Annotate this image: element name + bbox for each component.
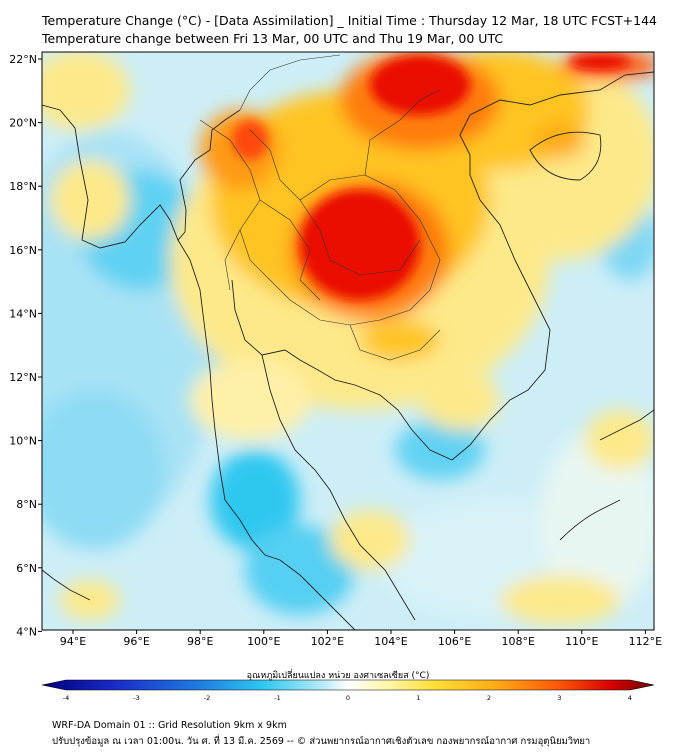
lon-label: 112°E (629, 635, 662, 648)
lon-label: 96°E (123, 635, 149, 648)
lon-label: 106°E (438, 635, 471, 648)
temperature-field (42, 52, 654, 630)
colorbar-tick-label: 2 (487, 694, 491, 702)
lat-label: 14°N (9, 307, 37, 320)
colorbar-tick-label: 4 (628, 694, 632, 702)
lat-label: 20°N (9, 117, 37, 130)
lon-label: 102°E (311, 635, 344, 648)
colorbar-tick-label: 3 (557, 694, 561, 702)
colorbar-tick-label: -3 (133, 694, 139, 702)
lat-label: 8°N (16, 498, 37, 511)
lat-label: 18°N (9, 180, 37, 193)
lon-label: 108°E (501, 635, 534, 648)
lon-label: 110°E (565, 635, 598, 648)
title-line-1: Temperature Change (°C) - [Data Assimila… (42, 13, 657, 28)
map-frame (41, 51, 655, 631)
colorbar-ticks: -4 -3 -2 -1 0 1 2 3 4 (63, 694, 632, 702)
colorbar-title: อุณหภูมิเปลี่ยนแปลง หน่วย องศาเซลเซียส (… (246, 671, 430, 681)
lon-label: 104°E (374, 635, 407, 648)
colorbar-tick-label: -2 (204, 694, 210, 702)
footer-line-1: WRF-DA Domain 01 :: Grid Resolution 9km … (52, 720, 287, 731)
colorbar-tick-label: 1 (416, 694, 420, 702)
lon-label: 94°E (60, 635, 86, 648)
colorbar-tick-label: -4 (63, 694, 69, 702)
colorbar-bar (41, 679, 655, 691)
colorbar-tick-label: -1 (274, 694, 280, 702)
lat-label: 4°N (16, 625, 37, 638)
country-borders (199, 54, 441, 361)
lat-label: 22°N (9, 53, 37, 66)
title-line-2: Temperature change between Fri 13 Mar, 0… (42, 31, 504, 46)
latitude-axis: 22°N 20°N 18°N 16°N 14°N 12°N 10°N 8°N 6°N 4°N (9, 53, 42, 638)
lat-label: 12°N (9, 371, 37, 384)
footer-line-2: ปรับปรุงข้อมูล ณ เวลา 01:00น. วัน ศ. ที่… (52, 736, 591, 747)
colorbar: -4 -3 -2 -1 0 1 2 3 4 (41, 679, 655, 702)
longitude-axis: 94°E 96°E 98°E 100°E 102°E 104°E 106°E 108°E 110… (60, 630, 662, 648)
lon-label: 100°E (247, 635, 280, 648)
lat-label: 10°N (9, 435, 37, 448)
lat-label: 6°N (16, 562, 37, 575)
lat-label: 16°N (9, 244, 37, 257)
colorbar-tick-label: 0 (346, 694, 350, 702)
coastlines (42, 71, 654, 630)
lon-label: 98°E (187, 635, 213, 648)
